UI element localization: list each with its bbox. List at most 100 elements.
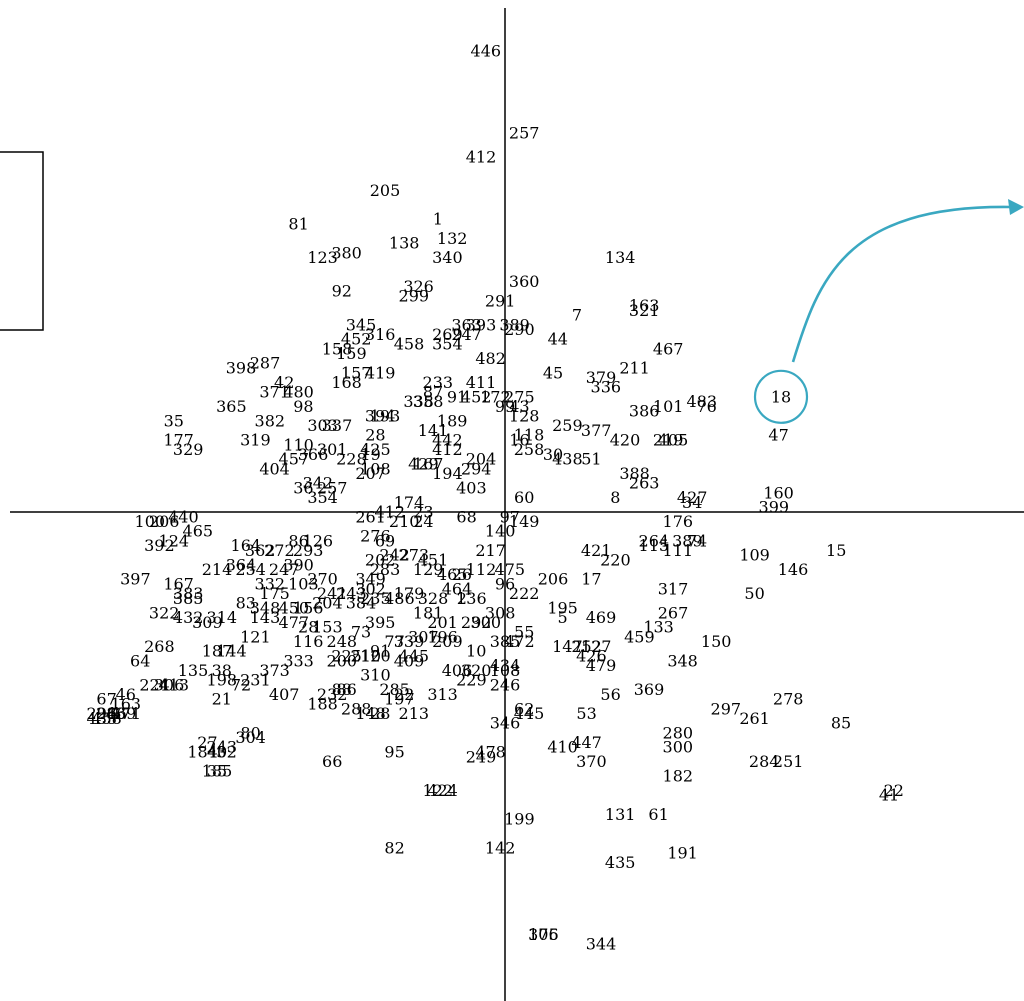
point-label: 285 [379, 680, 410, 699]
point-label: 248 [327, 632, 358, 651]
point-label: 129 [413, 560, 444, 579]
point-label: 306 [154, 675, 185, 694]
point-label: 46 [116, 685, 136, 704]
point-label: 452 [341, 330, 372, 349]
point-label: 412 [432, 440, 463, 459]
point-label: 143 [250, 608, 281, 627]
point-label: 150 [701, 632, 732, 651]
point-label: 257 [317, 479, 348, 498]
point-label: 77 [384, 632, 404, 651]
point-label: 182 [663, 767, 694, 786]
point-label: 384 [346, 594, 377, 613]
point-label: 344 [586, 935, 617, 954]
point-label: 304 [235, 728, 266, 747]
point-label: 447 [571, 733, 602, 752]
point-label: 322 [149, 603, 180, 622]
point-label: 213 [399, 704, 430, 723]
point-label: 348 [667, 651, 698, 670]
point-label: 15 [826, 541, 846, 560]
point-label: 465 [437, 565, 468, 584]
point-label: 336 [591, 378, 622, 397]
point-label: 210 [389, 512, 420, 531]
point-label: 163 [111, 695, 142, 714]
point-label: 133 [643, 618, 674, 637]
point-label: 389 [672, 531, 703, 550]
point-label: 267 [658, 603, 689, 622]
point-label: 348 [250, 599, 281, 618]
point-label: 21 [212, 690, 232, 709]
point-label: 69 [375, 531, 395, 550]
point-label: 264 [639, 531, 670, 550]
point-label: 28 [370, 704, 390, 723]
point-label: 97 [500, 507, 520, 526]
point-label: 201 [427, 613, 458, 632]
point-label: 30 [543, 445, 563, 464]
point-label: 389 [499, 315, 530, 334]
point-label: 254 [235, 560, 266, 579]
point-label: 395 [365, 613, 396, 632]
point-label: 187 [202, 642, 233, 661]
point-label: 467 [653, 339, 684, 358]
point-label: 35 [164, 411, 184, 430]
point-label: 74 [687, 531, 707, 550]
point-label: 105 [528, 925, 559, 944]
point-label: 2 [457, 589, 467, 608]
point-label: 259 [552, 416, 583, 435]
point-label: 300 [471, 613, 502, 632]
point-label: 247 [451, 325, 482, 344]
point-label: 332 [255, 575, 286, 594]
point-label: 397 [120, 570, 151, 589]
point-label: 440 [168, 507, 199, 526]
point-label: 68 [456, 507, 476, 526]
point-label: 197 [384, 690, 415, 709]
point-label: 96 [495, 575, 515, 594]
point-label: 385 [490, 632, 521, 651]
point-label: 118 [514, 426, 545, 445]
point-label: 198 [207, 671, 238, 690]
point-label: 288 [341, 699, 372, 718]
point-label: 366 [298, 445, 329, 464]
point-label: 303 [307, 416, 338, 435]
point-label: 202 [365, 551, 396, 570]
point-label: 293 [293, 541, 324, 560]
point-label: 301 [317, 440, 348, 459]
point-label: 385 [173, 589, 204, 608]
point-label: 91 [370, 642, 390, 661]
point-label: 220 [600, 551, 631, 570]
highlight-circle [753, 369, 809, 424]
point-label: 451 [418, 551, 449, 570]
point-label: 214 [202, 560, 233, 579]
point-label: 108 [490, 661, 521, 680]
point-label: 235 [360, 589, 391, 608]
point-label: 124 [159, 531, 190, 550]
point-label: 273 [399, 546, 430, 565]
point-label: 100 [135, 512, 166, 531]
point-label: 258 [514, 440, 545, 459]
point-label: 135 [178, 661, 209, 680]
point-label: 272 [264, 541, 295, 560]
point-label: 263 [629, 474, 660, 493]
highlight-group: 18 [753, 199, 1024, 424]
point-label: 404 [259, 459, 290, 478]
point-label: 480 [283, 383, 314, 402]
point-label: 276 [360, 527, 391, 546]
point-label: 153 [312, 618, 343, 637]
point-label: 471 [111, 704, 142, 723]
point-label: 302 [355, 579, 386, 598]
point-label: 369 [634, 680, 665, 699]
point-label: 1 [433, 210, 443, 229]
point-label: 83 [236, 594, 256, 613]
point-label: 464 [442, 579, 473, 598]
point-label: 411 [466, 373, 497, 392]
point-label: 116 [293, 632, 324, 651]
point-label: 472 [504, 632, 535, 651]
point-label: 144 [216, 642, 247, 661]
point-label: 111 [663, 541, 694, 560]
point-label: 373 [259, 661, 290, 680]
point-label: 206 [538, 570, 569, 589]
point-label: 44 [548, 330, 568, 349]
point-label: 424 [427, 781, 458, 800]
point-label: 297 [711, 699, 742, 718]
